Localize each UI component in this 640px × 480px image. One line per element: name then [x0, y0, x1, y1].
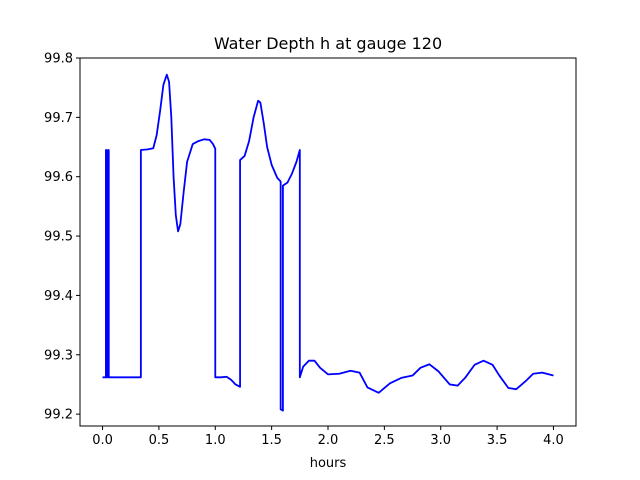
x-tick-label: 0.5: [149, 433, 170, 448]
x-tick-label: 3.5: [487, 433, 508, 448]
chart-title: Water Depth h at gauge 120: [214, 34, 442, 53]
y-tick-label: 99.5: [44, 230, 73, 245]
y-tick-label: 99.6: [44, 170, 73, 185]
y-tick-label: 99.8: [44, 52, 73, 67]
series-line: [102, 73, 554, 412]
x-tick-label: 2.0: [318, 433, 339, 448]
y-axis-ticks: 99.2 99.3 99.4 99.5 99.6 99.7 99.8: [44, 52, 80, 423]
x-tick-label: 0.0: [92, 433, 113, 448]
x-axis-ticks: 0.0 0.5 1.0 1.5 2.0 2.5 3.0 3.5 4.0: [92, 426, 564, 448]
x-tick-label: 1.5: [261, 433, 282, 448]
y-tick-label: 99.7: [44, 111, 73, 126]
x-tick-label: 1.0: [205, 433, 226, 448]
x-tick-label: 4.0: [543, 433, 564, 448]
y-tick-label: 99.4: [44, 289, 73, 304]
x-tick-label: 2.5: [374, 433, 395, 448]
x-axis-label: hours: [310, 456, 347, 471]
plot-area-frame: [79, 57, 577, 427]
y-tick-label: 99.2: [44, 408, 73, 423]
x-tick-label: 3.0: [430, 433, 451, 448]
y-tick-label: 99.3: [44, 348, 73, 363]
